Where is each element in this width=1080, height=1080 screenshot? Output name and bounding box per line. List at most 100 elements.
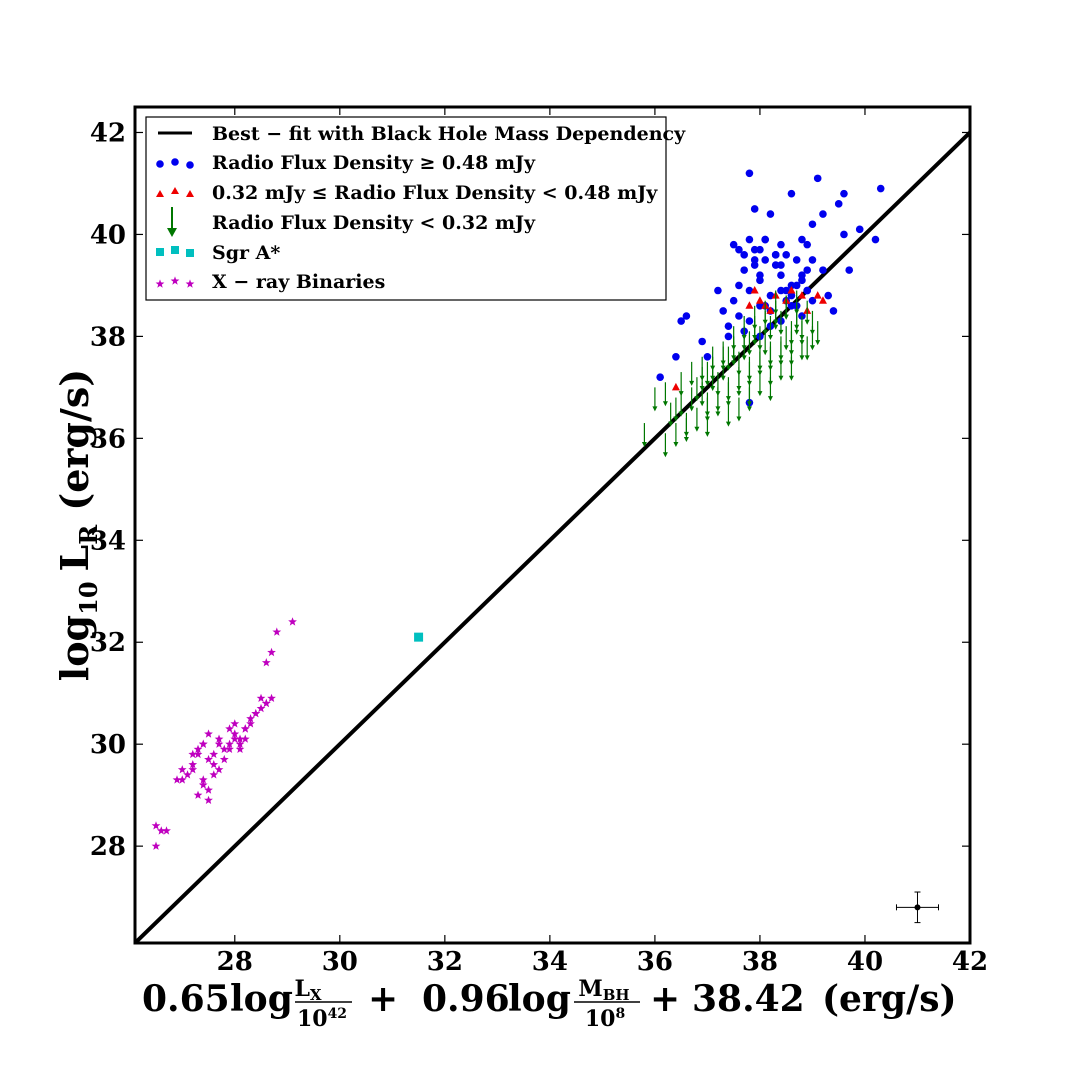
data-point-red xyxy=(813,291,822,299)
legend: Best − fit with Black Hole Mass Dependen… xyxy=(145,116,686,301)
data-point-upper-limit xyxy=(725,402,731,427)
data-point-upper-limit xyxy=(652,387,658,412)
data-point-blue xyxy=(750,261,759,269)
data-point-blue xyxy=(876,184,885,193)
data-point-upper-limit xyxy=(762,300,768,325)
data-point-blue xyxy=(798,235,806,244)
data-point-blue xyxy=(787,291,796,300)
data-point-blue xyxy=(777,240,785,249)
y-tick-label: 30 xyxy=(90,730,126,760)
data-point-upper-limit xyxy=(725,346,731,371)
data-point-blue xyxy=(813,174,822,183)
data-point-xrb xyxy=(246,719,255,728)
svg-text:+: + xyxy=(368,978,398,1020)
data-point-blue xyxy=(792,281,801,290)
data-point-xrb xyxy=(267,693,276,702)
data-point-blue xyxy=(845,266,854,274)
data-point-blue xyxy=(745,169,754,178)
data-point-xrb xyxy=(219,744,229,753)
data-point-upper-limit xyxy=(752,305,758,330)
svg-text:0.96: 0.96 xyxy=(422,978,510,1020)
data-point-xrb xyxy=(204,754,213,764)
data-point-upper-limit xyxy=(757,372,763,397)
data-point-xrb xyxy=(235,744,245,753)
data-point-blue xyxy=(808,296,817,305)
data-point-xrb xyxy=(151,821,161,830)
data-point-xrb xyxy=(214,765,224,774)
data-point-xrb xyxy=(177,765,187,774)
legend-green-swatch xyxy=(167,207,177,237)
data-point-xrb xyxy=(162,826,171,835)
legend-label-xrb: X − ray Binaries xyxy=(212,271,385,293)
legend-blue-swatch xyxy=(156,158,194,169)
y-tick-label: 32 xyxy=(90,628,126,658)
data-point-upper-limit xyxy=(736,366,742,391)
data-point-blue xyxy=(787,281,796,290)
legend-box xyxy=(145,116,667,301)
data-point-blue xyxy=(871,235,880,244)
data-point-xrb xyxy=(240,734,250,743)
x-tick-label: 28 xyxy=(217,947,253,977)
data-point-xrb xyxy=(256,693,266,702)
data-point-upper-limit xyxy=(704,412,710,437)
data-point-blue xyxy=(724,332,733,341)
data-point-upper-limit xyxy=(762,331,768,356)
data-point-upper-limit xyxy=(668,402,674,427)
data-point-xrb xyxy=(267,647,276,657)
data-point-blue xyxy=(756,245,764,254)
data-point-upper-limit xyxy=(694,407,700,432)
data-point-blue xyxy=(750,245,759,254)
data-point-sgr-a xyxy=(414,632,424,642)
data-point-xrb xyxy=(188,760,198,769)
data-point-blue xyxy=(777,286,785,295)
x-tick-label: 34 xyxy=(532,947,568,977)
data-point-red xyxy=(745,301,754,309)
x-tick-label: 40 xyxy=(847,947,883,977)
data-point-upper-limit xyxy=(746,331,752,356)
data-point-blue xyxy=(756,271,764,280)
data-point-upper-limit xyxy=(689,387,695,412)
data-point-blue xyxy=(745,235,754,244)
x-axis-label: 0.65 log LX 1042 + 0.96 log MBH 108 + 38… xyxy=(142,976,957,1032)
data-point-blue xyxy=(761,256,769,264)
data-point-blue xyxy=(714,286,722,295)
data-point-upper-limit xyxy=(778,310,784,335)
data-point-red xyxy=(766,306,775,314)
data-point-xrb xyxy=(261,658,271,667)
data-point-red xyxy=(755,296,764,304)
legend-label-fit: Best − fit with Black Hole Mass Dependen… xyxy=(212,123,686,145)
data-point-xrb xyxy=(225,739,234,748)
data-point-xrb xyxy=(251,709,261,718)
data-point-xrb xyxy=(193,749,203,759)
data-point-xrb xyxy=(235,734,245,743)
svg-text:log10LR(erg/s): log10LR(erg/s) xyxy=(52,369,103,681)
y-tick-label: 36 xyxy=(90,424,126,454)
data-point-blue xyxy=(777,271,785,280)
legend-label-sgr: Sgr A* xyxy=(212,242,280,264)
data-point-xrb xyxy=(240,724,250,733)
data-point-blue xyxy=(761,235,769,244)
data-point-blue xyxy=(698,337,706,346)
y-axis-label: log10LR(erg/s) xyxy=(52,369,103,681)
plot-frame xyxy=(133,105,972,945)
data-point-blue xyxy=(777,261,785,269)
data-point-upper-limit xyxy=(741,316,747,340)
data-point-upper-limit xyxy=(715,387,721,412)
data-point-upper-limit xyxy=(641,423,647,448)
data-point-xrb xyxy=(209,749,219,759)
data-point-xrb xyxy=(209,770,219,779)
y-tick-label: 38 xyxy=(90,322,126,352)
legend-xrb-swatch xyxy=(155,276,195,288)
data-point-red xyxy=(750,286,759,294)
legend-red-swatch xyxy=(156,187,194,197)
data-point-blue xyxy=(656,373,664,381)
data-point-xrb xyxy=(188,765,198,774)
data-point-upper-limit xyxy=(704,361,710,386)
data-point-upper-limit xyxy=(799,336,805,361)
data-point-blue xyxy=(677,317,685,325)
data-point-xrb xyxy=(230,729,240,738)
svg-text:(erg/s): (erg/s) xyxy=(822,978,957,1020)
data-point-blue xyxy=(735,312,743,320)
data-point-xrb xyxy=(288,617,297,626)
